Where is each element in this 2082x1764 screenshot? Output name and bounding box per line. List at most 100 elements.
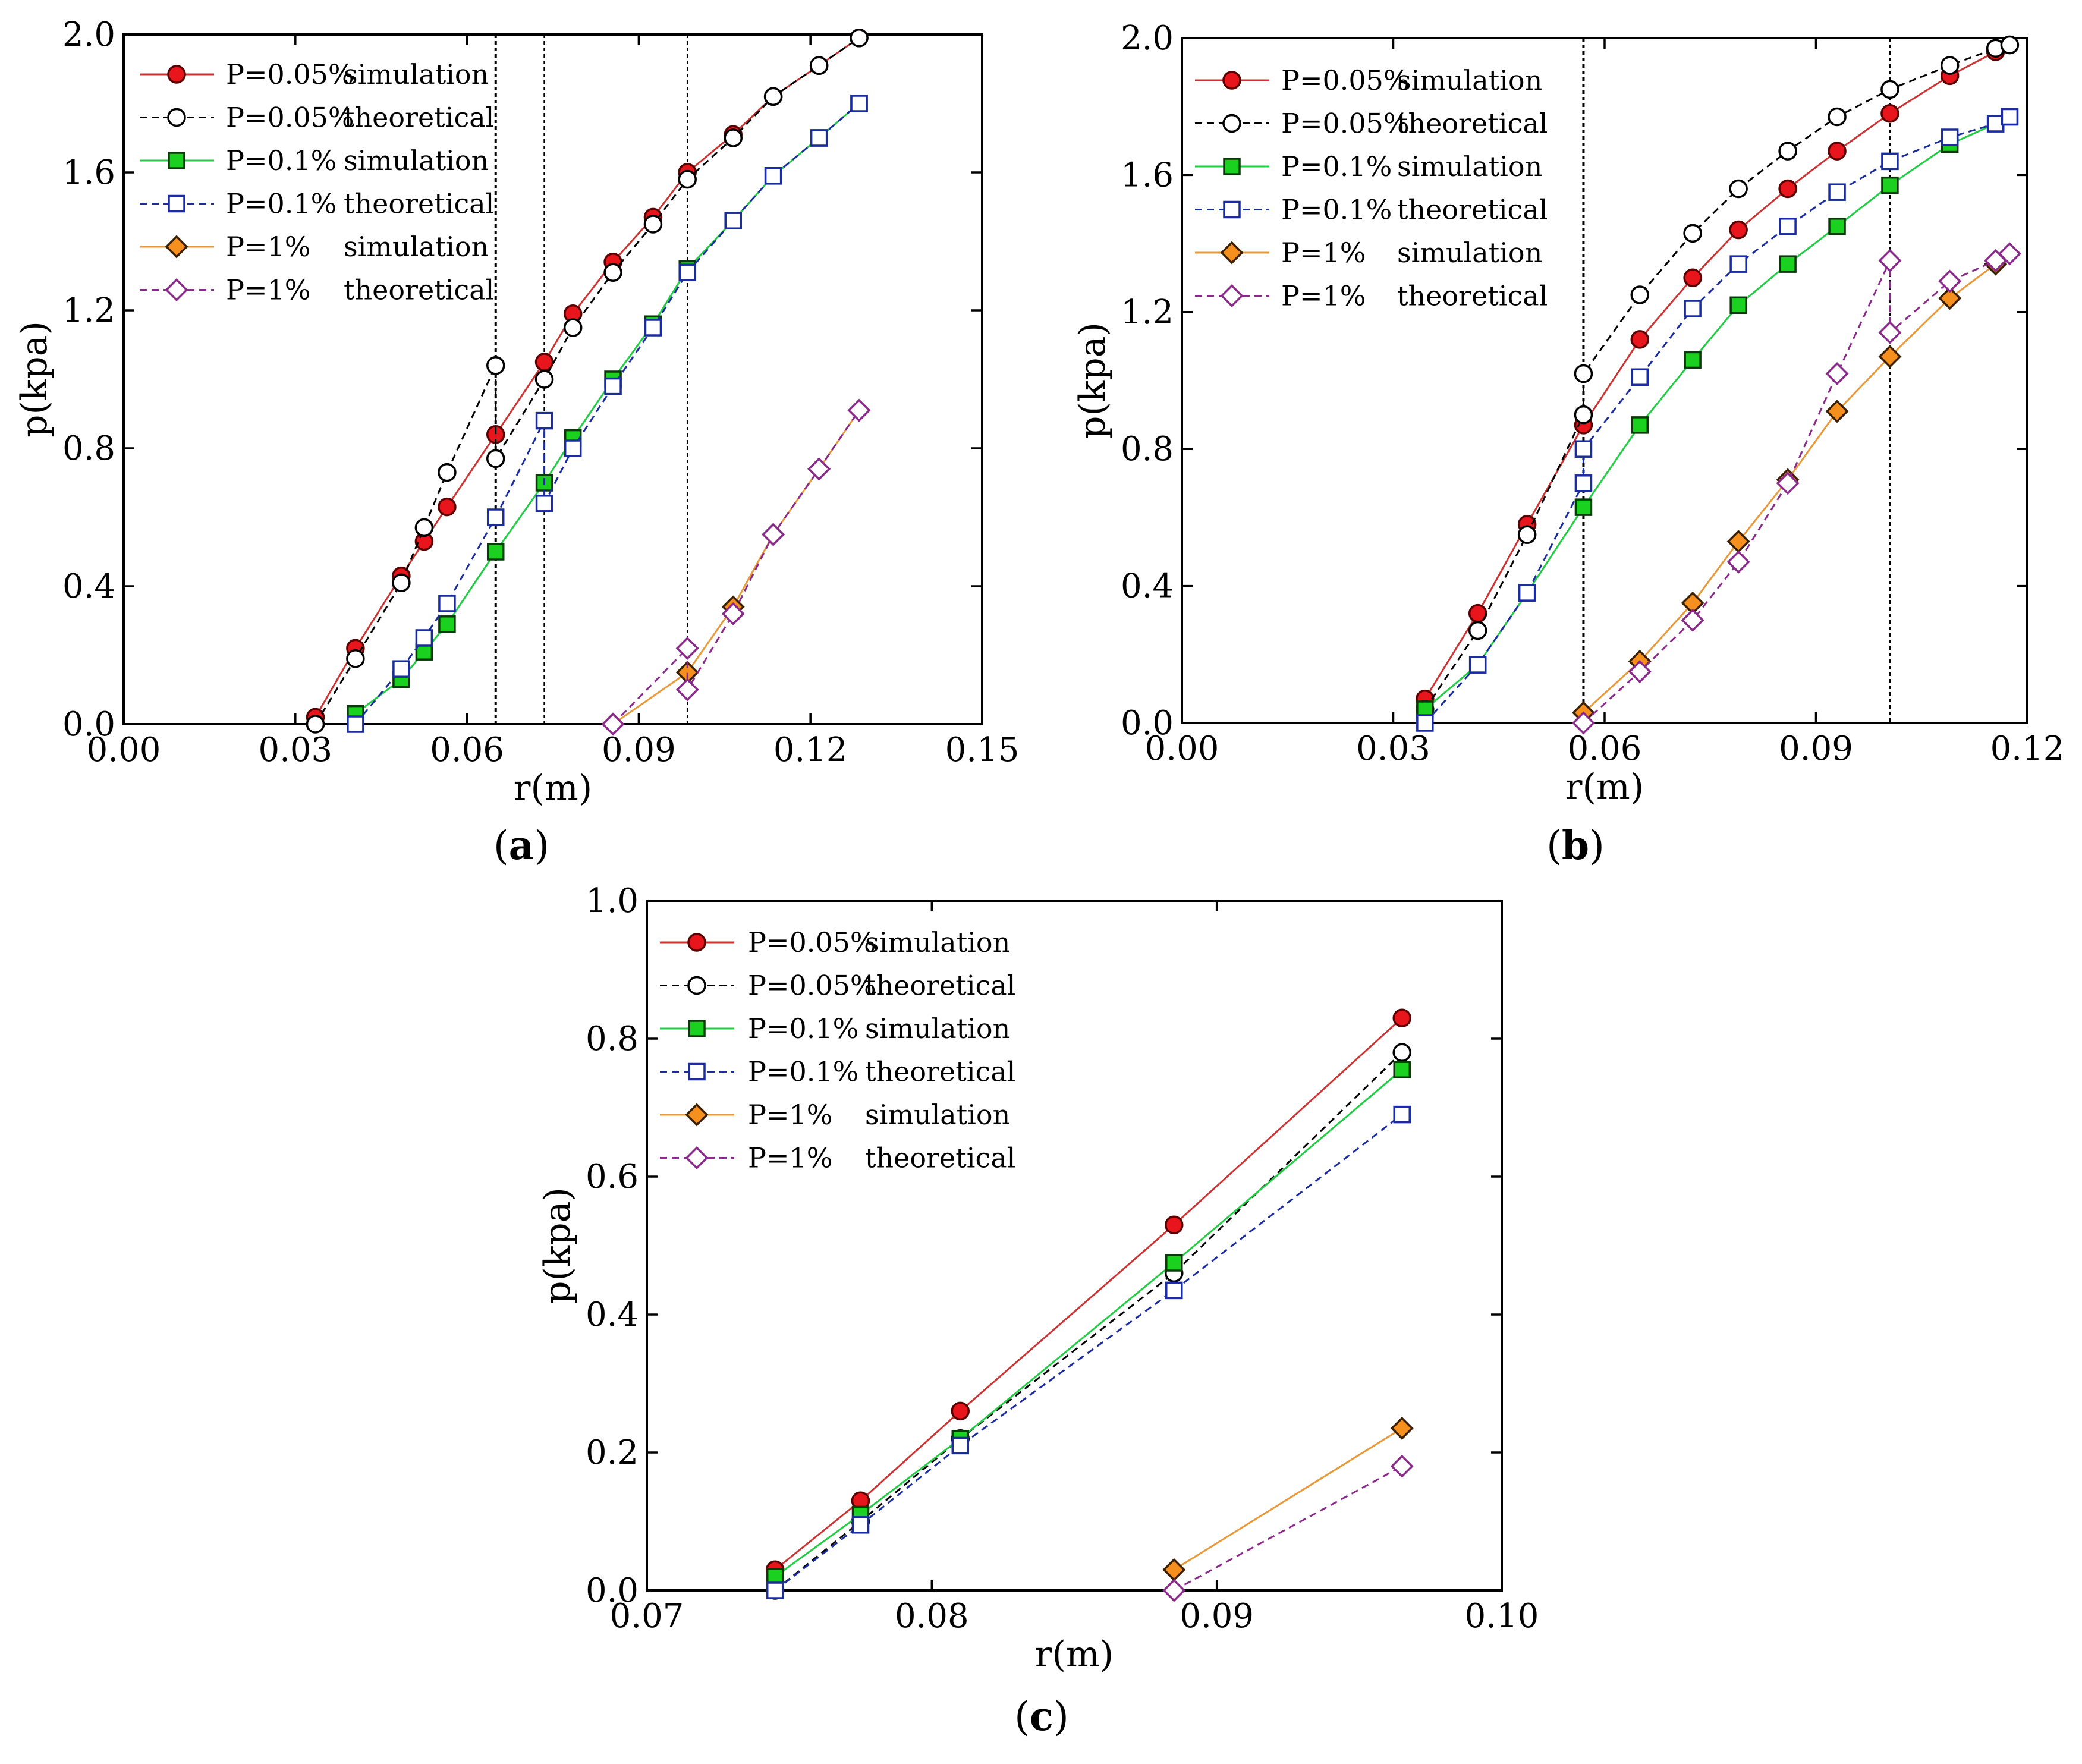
legend-label: P=0.05% [748, 926, 876, 958]
legend-label-kind: simulation [1397, 237, 1542, 269]
x-tick-label: 0.10 [1465, 1597, 1539, 1636]
y-tick-label: 0.4 [1121, 567, 1174, 606]
x-tick-label: 0.12 [773, 731, 848, 769]
legend-marker [167, 65, 186, 84]
data-point [1881, 152, 1899, 171]
data-point [1574, 405, 1593, 425]
x-axis-label: r(m) [1035, 1634, 1114, 1675]
y-tick-label: 1.6 [62, 153, 115, 192]
x-tick-label: 0.07 [610, 1597, 684, 1636]
data-point [1938, 269, 1962, 293]
x-tick-label: 0.15 [945, 731, 1020, 769]
data-point [1880, 103, 1899, 123]
data-point [1729, 255, 1747, 273]
data-point [1468, 656, 1487, 674]
y-tick-label: 1.2 [1121, 293, 1174, 332]
data-point [1828, 183, 1846, 201]
data-point [564, 439, 582, 457]
data-point [1684, 300, 1702, 317]
data-point [1165, 1254, 1183, 1272]
data-point [392, 660, 410, 678]
legend-label-kind: theoretical [865, 1056, 1015, 1088]
data-point [851, 1516, 870, 1534]
data-point [1416, 714, 1434, 732]
series-line [1424, 116, 2011, 724]
data-point [486, 449, 505, 468]
data-point [1681, 608, 1704, 632]
data-point [1574, 474, 1593, 492]
data-point [1628, 660, 1652, 684]
data-point [534, 370, 554, 389]
x-tick-label: 0.00 [87, 731, 161, 769]
data-point [1828, 218, 1846, 235]
data-point [486, 543, 505, 561]
legend-label-kind: theoretical [344, 102, 494, 134]
data-point [850, 29, 869, 48]
data-point [724, 212, 742, 229]
data-point [1468, 621, 1487, 640]
data-point [762, 523, 785, 546]
data-point [1825, 362, 1849, 385]
y-tick-label: 0.8 [1121, 430, 1174, 468]
legend-label: P=1% [226, 231, 310, 263]
data-point [1630, 285, 1649, 304]
y-axis-label: p(kpa) [537, 1187, 578, 1304]
data-point [603, 263, 622, 282]
x-tick-label: 0.08 [895, 1597, 969, 1636]
data-point [2001, 108, 2019, 126]
data-point [1729, 296, 1747, 315]
data-point [1776, 471, 1800, 495]
chart-panel-a: 0.00 0.03 0.06 0.09 0.12 0.15 0.0 0.4 0.8 1.2 1.6 2… [14, 15, 1019, 869]
legend-label-kind: simulation [344, 231, 489, 263]
y-axis-label: p(kpa) [14, 321, 55, 438]
legend-label: P=0.1% [226, 144, 336, 177]
legend-marker [687, 933, 706, 952]
data-point [850, 95, 868, 112]
data-point [1878, 320, 1902, 344]
x-tick-label: 0.09 [602, 731, 676, 769]
data-point [763, 87, 783, 106]
data-point [438, 497, 457, 517]
y-tick-label: 0.0 [1121, 704, 1174, 743]
data-point [1998, 242, 2021, 266]
data-point [1390, 1454, 1414, 1478]
legend-label-kind: simulation [344, 58, 489, 90]
data-point [392, 573, 411, 592]
legend-label: P=0.05% [1281, 64, 1410, 96]
legend-marker [168, 194, 185, 213]
data-point [1938, 287, 1962, 310]
legend-label: P=1% [1281, 280, 1366, 312]
data-point [486, 508, 505, 526]
y-tick-label: 2.0 [62, 15, 115, 54]
data-point [644, 319, 662, 337]
x-tick-label: 0.06 [430, 731, 504, 769]
data-point [1390, 1416, 1414, 1440]
data-point [535, 411, 553, 430]
legend-label: P=0.05% [226, 102, 354, 134]
plot-frame [1181, 37, 2028, 724]
series-line [774, 1114, 1403, 1592]
legend-label: P=1% [226, 274, 310, 306]
data-point [438, 615, 456, 633]
data-point [1631, 416, 1649, 434]
series-line [612, 410, 860, 725]
data-point [643, 215, 663, 234]
y-tick-label: 1.6 [1121, 156, 1174, 194]
x-axis-label: r(m) [514, 768, 592, 809]
data-point [604, 377, 622, 395]
y-axis-label: p(kpa) [1072, 322, 1114, 439]
legend-label: P=0.05% [226, 58, 354, 90]
x-tick-label: 0.09 [1779, 730, 1853, 768]
legend-label: P=0.1% [748, 1013, 858, 1045]
data-point [563, 318, 583, 337]
legend-marker [165, 278, 188, 301]
legend-marker [168, 152, 185, 169]
legend-marker [1222, 71, 1241, 90]
x-tick-label: 0.06 [1568, 730, 1642, 768]
legend-label: P=0.1% [748, 1056, 858, 1088]
legend-label-kind: theoretical [1397, 108, 1548, 140]
data-point [1684, 351, 1702, 369]
plot-frame [122, 33, 983, 725]
data-point [1878, 345, 1902, 369]
data-point [346, 649, 365, 668]
